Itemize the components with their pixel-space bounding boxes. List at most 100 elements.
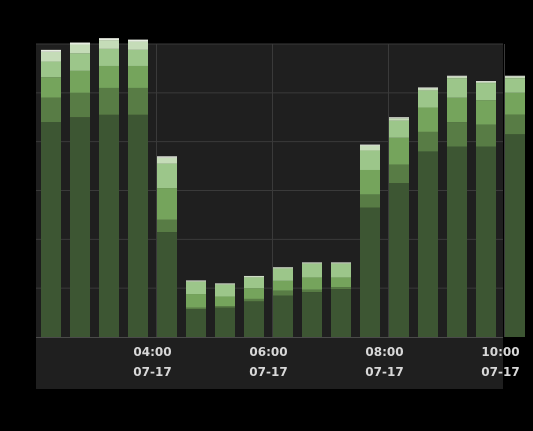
bar-segment-2[interactable] — [360, 194, 380, 208]
bar-segment-1[interactable] — [244, 301, 264, 337]
bar-segment-3[interactable] — [302, 277, 322, 290]
bar-segment-1[interactable] — [157, 232, 177, 337]
bar-segment-5[interactable] — [331, 262, 351, 264]
bar-segment-3[interactable] — [157, 188, 177, 220]
bar-segment-2[interactable] — [41, 97, 61, 123]
bar-stack — [331, 262, 351, 337]
bar-segment-1[interactable] — [505, 134, 525, 337]
bar-segment-2[interactable] — [418, 131, 438, 152]
bar-segment-5[interactable] — [157, 157, 177, 164]
bar-segment-5[interactable] — [418, 88, 438, 91]
bar-segment-1[interactable] — [331, 289, 351, 337]
bar-segment-5[interactable] — [41, 51, 61, 62]
bar-segment-3[interactable] — [128, 65, 148, 88]
bar-stack — [418, 87, 438, 337]
bar-segment-1[interactable] — [186, 309, 206, 337]
bar-segment-3[interactable] — [273, 280, 293, 291]
bar-segment-1[interactable] — [273, 295, 293, 337]
bar-segment-3[interactable] — [99, 65, 119, 88]
bar-segment-5[interactable] — [447, 76, 467, 79]
bar-segment-4[interactable] — [70, 53, 90, 71]
bar-segment-6[interactable] — [70, 42, 90, 45]
bar-segment-4[interactable] — [186, 281, 206, 295]
bar-segment-1[interactable] — [447, 146, 467, 337]
bar-segment-2[interactable] — [505, 114, 525, 135]
bar-segment-4[interactable] — [41, 61, 61, 78]
bar-segment-2[interactable] — [389, 164, 409, 184]
bar-segment-6[interactable] — [157, 156, 177, 158]
bar-segment-2[interactable] — [302, 289, 322, 293]
bar-segment-1[interactable] — [99, 114, 119, 337]
bar-segment-6[interactable] — [41, 49, 61, 52]
bar-segment-2[interactable] — [244, 298, 264, 302]
bar-segment-2[interactable] — [331, 287, 351, 290]
bar-segment-4[interactable] — [157, 163, 177, 189]
bar-segment-5[interactable] — [70, 44, 90, 54]
bar-segment-3[interactable] — [215, 296, 235, 307]
bar-segment-3[interactable] — [505, 92, 525, 115]
bar-segment-3[interactable] — [476, 100, 496, 125]
bar-segment-1[interactable] — [41, 122, 61, 337]
bar-segment-2[interactable] — [99, 87, 119, 115]
bar-segment-1[interactable] — [360, 207, 380, 337]
bar-segment-4[interactable] — [360, 150, 380, 170]
bar-segment-1[interactable] — [215, 307, 235, 337]
bar-segment-4[interactable] — [99, 48, 119, 66]
bar-segment-1[interactable] — [302, 292, 322, 337]
bar-segment-3[interactable] — [418, 107, 438, 132]
bar-segment-3[interactable] — [389, 137, 409, 165]
bar-segment-1[interactable] — [70, 117, 90, 337]
bar-segment-4[interactable] — [447, 78, 467, 98]
bar-segment-1[interactable] — [476, 146, 496, 337]
bar-segment-3[interactable] — [41, 77, 61, 98]
bar-segment-4[interactable] — [302, 263, 322, 278]
bar-segment-4[interactable] — [244, 277, 264, 289]
bar-segment-6[interactable] — [360, 144, 380, 146]
bar-segment-3[interactable] — [186, 294, 206, 308]
bar-segment-1[interactable] — [128, 114, 148, 337]
bar-segment-6[interactable] — [418, 87, 438, 89]
bar-segment-5[interactable] — [99, 40, 119, 49]
x-tick-time: 06:00 — [249, 345, 287, 359]
bar-segment-5[interactable] — [128, 41, 148, 50]
bar-segment-2[interactable] — [447, 122, 467, 147]
bar-segment-5[interactable] — [215, 283, 235, 285]
bar-segment-4[interactable] — [215, 284, 235, 297]
bar-segment-4[interactable] — [418, 90, 438, 108]
bar-segment-4[interactable] — [389, 120, 409, 138]
bar-segment-6[interactable] — [99, 38, 119, 41]
bar-segment-4[interactable] — [476, 83, 496, 101]
bar-segment-3[interactable] — [447, 97, 467, 123]
bar-segment-3[interactable] — [331, 277, 351, 288]
bar-segment-5[interactable] — [476, 82, 496, 84]
bar-segment-3[interactable] — [360, 169, 380, 195]
bar-segment-3[interactable] — [70, 70, 90, 93]
bar-segment-2[interactable] — [70, 92, 90, 118]
bar-segment-6[interactable] — [128, 39, 148, 42]
bar-segment-3[interactable] — [244, 288, 264, 299]
bar-segment-1[interactable] — [418, 151, 438, 337]
bar-segment-4[interactable] — [505, 78, 525, 93]
bar-segment-4[interactable] — [273, 268, 293, 281]
bar-segment-5[interactable] — [360, 145, 380, 151]
bar-segment-6[interactable] — [505, 75, 525, 77]
bar-segment-5[interactable] — [389, 118, 409, 121]
x-tick-date: 07-17 — [365, 365, 403, 379]
bar-segment-1[interactable] — [389, 183, 409, 337]
bar-segment-5[interactable] — [505, 76, 525, 79]
bar-segment-5[interactable] — [302, 262, 322, 264]
bar-segment-6[interactable] — [389, 117, 409, 119]
bar-segment-2[interactable] — [128, 87, 148, 115]
bar-segment-2[interactable] — [186, 307, 206, 310]
bar-segment-4[interactable] — [331, 263, 351, 278]
bar-segment-5[interactable] — [186, 280, 206, 282]
bar-segment-5[interactable] — [244, 276, 264, 278]
bar-segment-6[interactable] — [447, 75, 467, 77]
bar-segment-2[interactable] — [273, 290, 293, 296]
bar-segment-4[interactable] — [128, 49, 148, 66]
bar-segment-2[interactable] — [215, 306, 235, 308]
bar-segment-6[interactable] — [476, 81, 496, 83]
bar-segment-2[interactable] — [476, 124, 496, 147]
bar-segment-5[interactable] — [273, 267, 293, 269]
bar-segment-2[interactable] — [157, 219, 177, 233]
